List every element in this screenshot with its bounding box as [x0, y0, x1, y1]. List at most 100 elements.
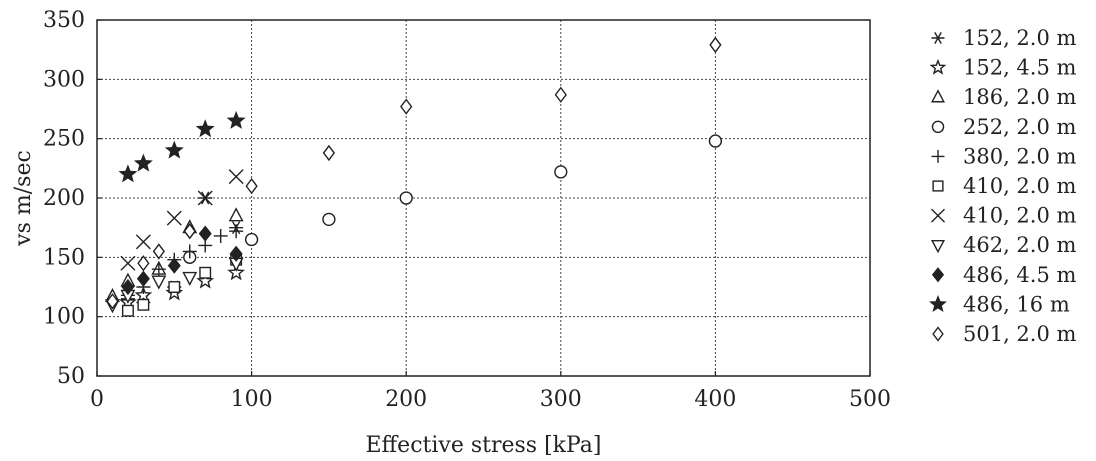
- y-tick-label: 50: [57, 364, 85, 389]
- legend-marker: [931, 267, 945, 283]
- legend-entry: 380, 2.0 m: [931, 144, 1077, 168]
- legend-label: 486, 16 m: [963, 292, 1070, 316]
- data-point: [198, 225, 212, 242]
- data-point: [244, 232, 259, 247]
- data-point: [554, 86, 567, 103]
- data-point: [228, 169, 244, 185]
- series-3: [183, 134, 723, 264]
- legend-marker: [931, 149, 945, 163]
- legend-entry: 486, 16 m: [929, 292, 1070, 316]
- data-point: [213, 228, 228, 243]
- data-point: [152, 243, 165, 260]
- data-point: [134, 286, 153, 303]
- legend-label: 152, 2.0 m: [963, 26, 1077, 50]
- legend-entry: 410, 2.0 m: [931, 204, 1077, 228]
- y-tick-label: 200: [43, 186, 85, 211]
- data-series: [104, 36, 723, 317]
- legend-label: 410, 2.0 m: [963, 204, 1077, 228]
- plot-area-frame: [96, 19, 871, 377]
- data-point: [164, 140, 184, 159]
- data-point: [554, 165, 568, 179]
- legend-label: 380, 2.0 m: [963, 144, 1077, 168]
- data-point: [133, 153, 153, 172]
- data-point: [151, 262, 166, 277]
- data-point: [106, 293, 119, 310]
- data-point: [121, 278, 135, 296]
- data-point: [245, 177, 258, 195]
- data-point: [120, 255, 136, 271]
- legend-marker: [931, 208, 945, 223]
- data-point: [195, 119, 215, 138]
- series-9: [118, 110, 246, 183]
- data-point: [151, 275, 167, 290]
- data-point: [197, 190, 213, 206]
- x-tick-label: 500: [849, 387, 891, 412]
- data-point: [182, 271, 198, 287]
- grid: [97, 20, 870, 376]
- data-point: [226, 110, 246, 129]
- data-point: [121, 304, 134, 317]
- data-point: [322, 144, 336, 162]
- data-point: [227, 263, 245, 281]
- legend-label: 501, 2.0 m: [963, 322, 1077, 346]
- legend-label: 462, 2.0 m: [963, 233, 1077, 257]
- legend-marker: [930, 239, 946, 254]
- legend-marker: [932, 326, 944, 342]
- series-10: [106, 36, 722, 310]
- legend-marker: [929, 58, 947, 75]
- series-6: [120, 169, 244, 271]
- legend-entry: 501, 2.0 m: [932, 322, 1077, 346]
- data-point: [118, 164, 138, 183]
- y-tick-label: 100: [43, 305, 85, 330]
- legend-label: 186, 2.0 m: [963, 85, 1077, 109]
- legend-marker: [931, 120, 945, 134]
- legend-label: 410, 2.0 m: [963, 174, 1077, 198]
- y-tick-label: 250: [43, 127, 85, 152]
- y-axis-title: vs m/sec: [11, 150, 36, 247]
- data-point: [199, 266, 212, 279]
- legend-entry: 152, 4.5 m: [929, 56, 1077, 80]
- data-point: [137, 255, 150, 272]
- y-tick-label: 150: [43, 245, 85, 270]
- axis-ticks: 0 100 200 300 400 500 50 100 150 200 250 300 350: [43, 8, 891, 412]
- data-point: [183, 223, 196, 240]
- legend-entry: 410, 2.0 m: [932, 174, 1077, 198]
- legend-marker: [932, 180, 944, 192]
- series-0: [120, 191, 244, 309]
- data-point: [400, 98, 413, 115]
- data-point: [228, 207, 244, 222]
- x-tick-label: 0: [90, 387, 104, 412]
- legend-marker: [929, 295, 947, 312]
- data-point: [137, 298, 150, 311]
- legend-label: 252, 2.0 m: [963, 115, 1077, 139]
- legend: 152, 2.0 m 152, 4.5 m 186, 2.0 m 252, 2.0 m…: [929, 26, 1077, 346]
- data-point: [708, 134, 723, 148]
- data-point: [135, 234, 151, 250]
- legend-entry: 252, 2.0 m: [931, 115, 1077, 139]
- data-point: [182, 244, 197, 259]
- x-tick-label: 400: [694, 387, 736, 412]
- legend-marker: [931, 31, 945, 45]
- data-point: [136, 270, 150, 287]
- legend-entry: 486, 4.5 m: [931, 263, 1077, 287]
- data-point: [229, 224, 244, 239]
- data-point: [709, 36, 722, 54]
- data-point: [322, 212, 336, 227]
- data-point: [168, 281, 181, 293]
- legend-label: 486, 4.5 m: [963, 263, 1077, 287]
- legend-entry: 152, 2.0 m: [931, 26, 1077, 50]
- data-point: [167, 257, 181, 274]
- legend-entry: 462, 2.0 m: [930, 233, 1077, 257]
- x-tick-label: 300: [540, 387, 582, 412]
- data-point: [166, 210, 182, 226]
- x-tick-label: 100: [231, 387, 273, 412]
- y-tick-label: 350: [43, 8, 85, 33]
- x-axis-title: Effective stress [kPa]: [365, 433, 601, 458]
- data-point: [399, 191, 413, 205]
- data-point: [229, 245, 243, 262]
- legend-label: 152, 4.5 m: [963, 56, 1077, 80]
- series-8: [121, 225, 243, 296]
- y-tick-label: 300: [43, 67, 85, 92]
- legend-entry: 186, 2.0 m: [930, 85, 1077, 109]
